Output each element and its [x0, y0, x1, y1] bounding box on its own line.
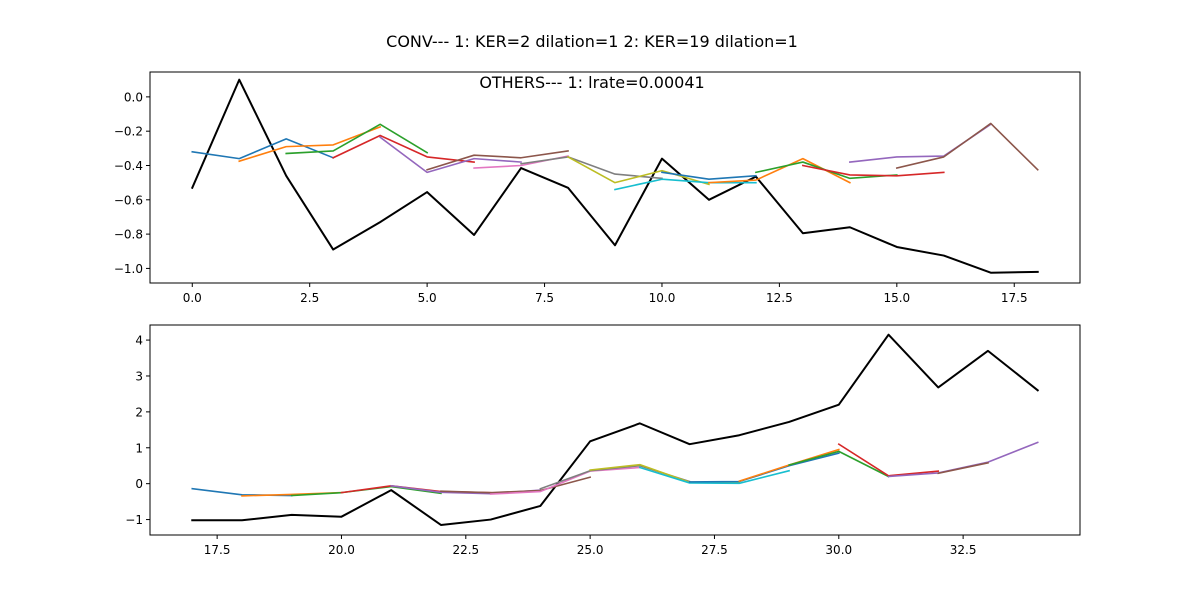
x-tick-label: 5.0	[418, 291, 437, 305]
x-tick-label: 30.0	[825, 543, 852, 557]
series-line-5	[379, 136, 522, 174]
y-tick-label: −1	[125, 513, 143, 527]
series-line-16	[937, 461, 989, 475]
series-line-6	[426, 150, 569, 171]
series-line-0	[191, 333, 1040, 526]
figure-suptitle: CONV--- 1: KER=2 dilation=1 2: KER=19 di…	[386, 32, 798, 51]
subplot-title: OTHERS--- 1: lrate=0.00041	[479, 73, 704, 92]
x-tick-label: 15.0	[883, 291, 910, 305]
top-subplot: 0.0 2.5 5.0 7.5 10.0 12.5 15.0 17.5 0.0 −0.2 −0.4 −…	[114, 71, 1081, 305]
y-tick-label: −0.8	[114, 228, 143, 242]
x-tick-label: 17.5	[204, 543, 231, 557]
y-tick-label: −1.0	[114, 262, 143, 276]
x-tick-label: 2.5	[300, 291, 319, 305]
y-tick-label: 2	[135, 405, 143, 419]
y-tick-label: 0.0	[124, 90, 143, 104]
y-tick-label: 1	[135, 441, 143, 455]
series-line-3	[285, 123, 429, 155]
series-line-2	[238, 125, 382, 163]
series-line-14	[801, 164, 945, 177]
x-tick-label: 12.5	[766, 291, 793, 305]
bottom-subplot: 17.5 20.0 22.5 25.0 27.5 30.0 32.5 4 3 2 1 0 −1	[125, 324, 1081, 557]
y-tick-label: 0	[135, 477, 143, 491]
y-tick-label: −0.6	[114, 193, 143, 207]
series-line-4	[332, 134, 475, 163]
y-tick-label: 4	[135, 334, 143, 348]
x-tick-label: 25.0	[577, 543, 604, 557]
series-line-10	[638, 466, 791, 485]
series-line-11	[661, 171, 757, 181]
series-line-0	[190, 78, 1039, 274]
series-line-13	[788, 450, 890, 478]
x-tick-label: 7.5	[535, 291, 554, 305]
axes-frame	[149, 324, 1081, 536]
x-tick-label: 0.0	[183, 291, 202, 305]
x-tick-label: 27.5	[701, 543, 728, 557]
series-line-7	[489, 466, 641, 495]
y-tick-label: −0.4	[114, 159, 143, 173]
x-tick-label: 22.5	[452, 543, 479, 557]
x-tick-label: 20.0	[328, 543, 355, 557]
series-line-6	[440, 476, 592, 494]
x-tick-label: 32.5	[950, 543, 977, 557]
series-line-1	[191, 138, 335, 160]
x-tick-label: 17.5	[1001, 291, 1028, 305]
axes-frame	[149, 71, 1081, 284]
y-tick-label: 3	[135, 369, 143, 383]
series-line-9	[566, 155, 710, 186]
series-line-16	[895, 122, 1039, 171]
x-tick-label: 10.0	[649, 291, 676, 305]
y-tick-label: −0.2	[114, 125, 143, 139]
series-line-10	[614, 178, 757, 191]
